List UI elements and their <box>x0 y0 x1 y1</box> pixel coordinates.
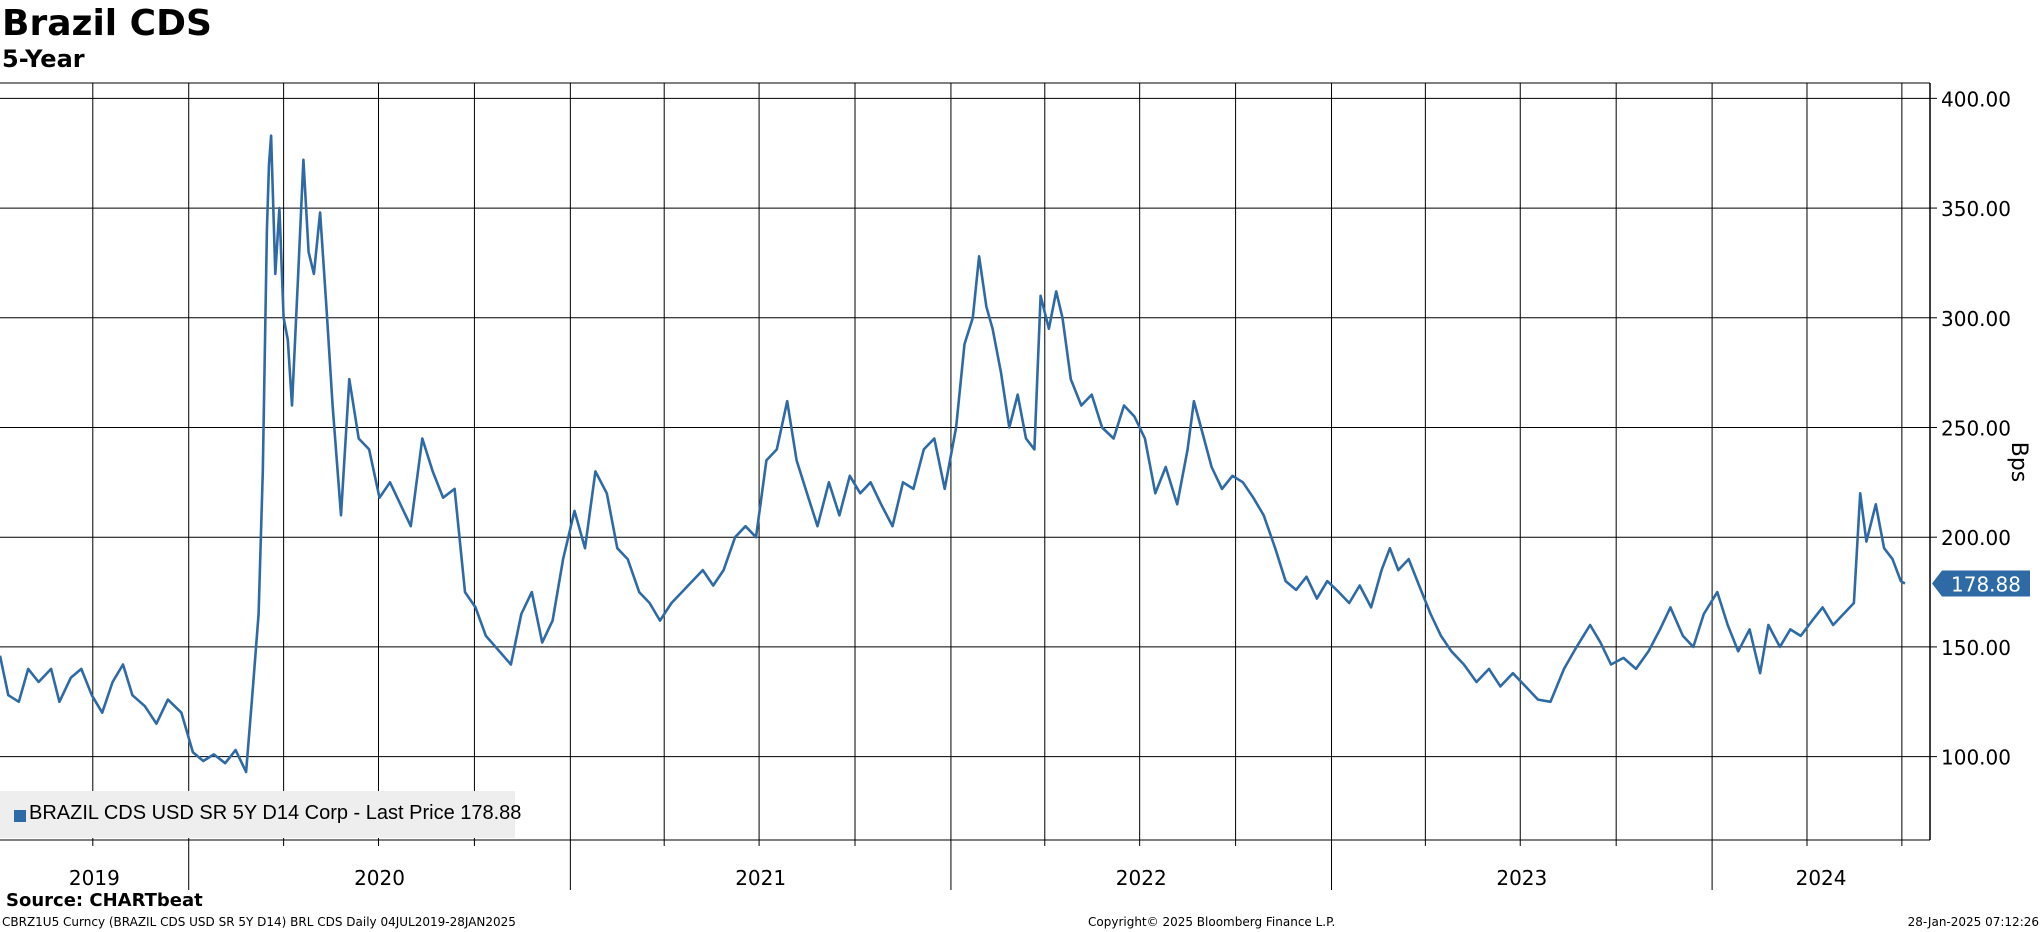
y-tick-label: 150.00 <box>1941 636 2011 660</box>
legend <box>0 791 515 838</box>
last-price-label: 178.88 <box>1951 573 2021 597</box>
chart-title: Brazil CDS <box>2 3 212 44</box>
last-price-tag <box>1932 570 2030 597</box>
footer-ticker-info: CBRZ1U5 Curncy (BRAZIL CDS USD SR 5Y D14… <box>2 915 516 929</box>
y-tick-label: 400.00 <box>1941 87 2011 111</box>
y-axis-label: Bps <box>2006 442 2031 483</box>
y-tick-label: 200.00 <box>1941 526 2011 550</box>
footer-timestamp: 28-Jan-2025 07:12:26 <box>1907 915 2039 929</box>
source-note: Source: CHARTbeat <box>6 890 203 911</box>
y-tick-label: 300.00 <box>1941 307 2011 331</box>
x-tick-label: 2022 <box>1116 866 1167 890</box>
x-tick-label: 2019 <box>69 866 120 890</box>
y-tick-label: 350.00 <box>1941 197 2011 221</box>
series-line <box>0 134 1906 774</box>
y-tick-label: 250.00 <box>1941 416 2011 440</box>
x-tick-label: 2024 <box>1796 866 1847 890</box>
x-tick-label: 2023 <box>1496 866 1547 890</box>
x-tick-label: 2021 <box>735 866 786 890</box>
y-tick-label: 100.00 <box>1941 746 2011 770</box>
chart-subtitle: 5-Year <box>2 45 85 73</box>
legend-label: BRAZIL CDS USD SR 5Y D14 Corp - Last Pri… <box>29 802 522 824</box>
x-tick-label: 2020 <box>354 866 405 890</box>
legend-swatch <box>14 810 26 822</box>
footer-copyright: Copyright© 2025 Bloomberg Finance L.P. <box>1088 915 1336 929</box>
